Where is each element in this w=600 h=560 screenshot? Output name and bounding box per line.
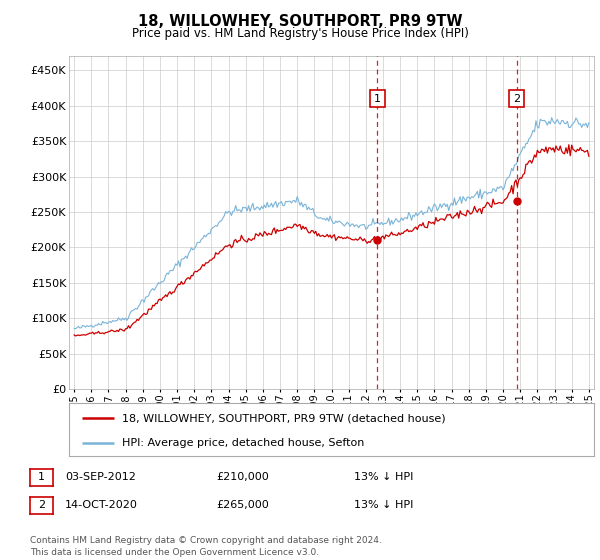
Text: 18, WILLOWHEY, SOUTHPORT, PR9 9TW: 18, WILLOWHEY, SOUTHPORT, PR9 9TW [138, 14, 462, 29]
Text: 03-SEP-2012: 03-SEP-2012 [65, 472, 136, 482]
Text: 13% ↓ HPI: 13% ↓ HPI [354, 472, 413, 482]
Text: 2: 2 [38, 500, 45, 510]
Text: £265,000: £265,000 [216, 500, 269, 510]
Text: 18, WILLOWHEY, SOUTHPORT, PR9 9TW (detached house): 18, WILLOWHEY, SOUTHPORT, PR9 9TW (detac… [121, 413, 445, 423]
Text: HPI: Average price, detached house, Sefton: HPI: Average price, detached house, Seft… [121, 438, 364, 448]
Text: Contains HM Land Registry data © Crown copyright and database right 2024.
This d: Contains HM Land Registry data © Crown c… [30, 536, 382, 557]
Text: 13% ↓ HPI: 13% ↓ HPI [354, 500, 413, 510]
Text: 1: 1 [38, 472, 45, 482]
Text: Price paid vs. HM Land Registry's House Price Index (HPI): Price paid vs. HM Land Registry's House … [131, 27, 469, 40]
Text: 2: 2 [513, 94, 520, 104]
Text: £210,000: £210,000 [216, 472, 269, 482]
Text: 14-OCT-2020: 14-OCT-2020 [65, 500, 137, 510]
Text: 1: 1 [374, 94, 381, 104]
